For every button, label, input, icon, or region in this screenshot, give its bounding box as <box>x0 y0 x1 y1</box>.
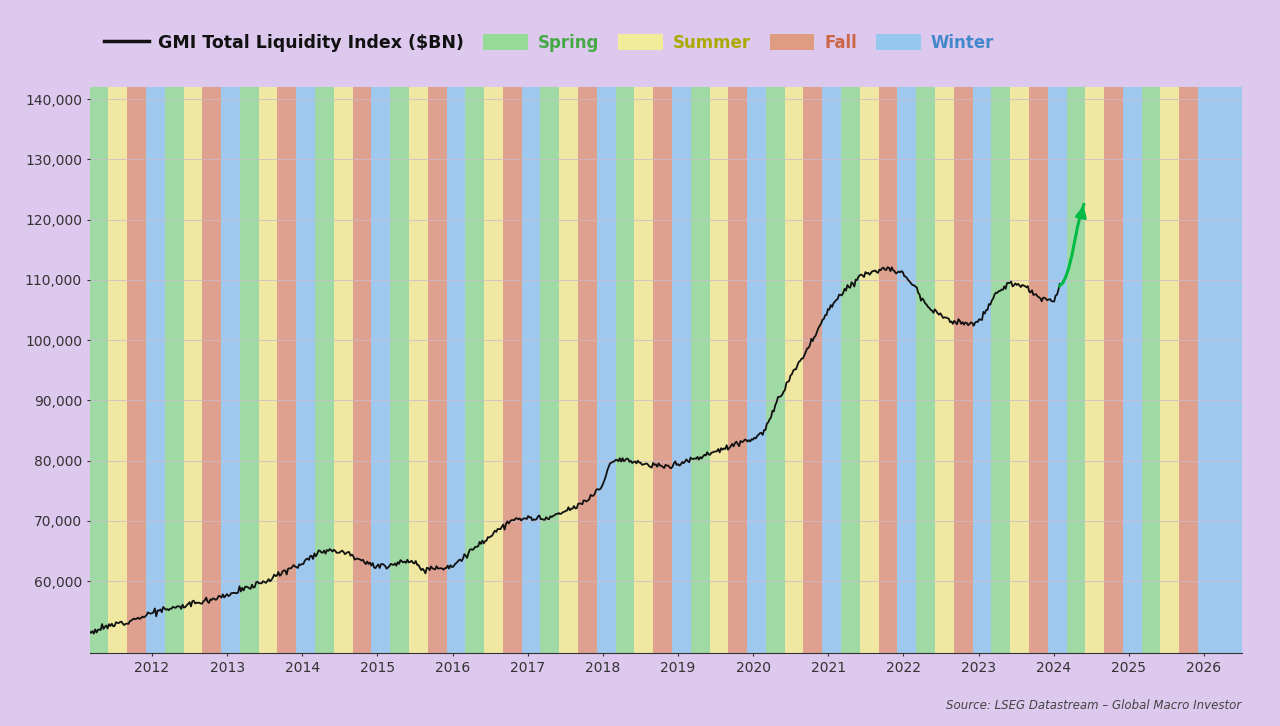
Bar <box>127 87 146 653</box>
Bar <box>748 87 765 653</box>
Bar <box>278 87 296 653</box>
Bar <box>1198 87 1242 653</box>
Bar <box>540 87 559 653</box>
Bar <box>804 87 822 653</box>
Bar <box>616 87 635 653</box>
Bar <box>559 87 579 653</box>
Bar <box>503 87 522 653</box>
Bar <box>296 87 315 653</box>
Bar <box>916 87 934 653</box>
Bar <box>1048 87 1066 653</box>
Bar <box>1142 87 1161 653</box>
Bar <box>822 87 841 653</box>
Bar <box>146 87 165 653</box>
Bar <box>691 87 709 653</box>
Bar <box>728 87 748 653</box>
Bar <box>860 87 878 653</box>
Bar <box>90 87 109 653</box>
Bar <box>390 87 410 653</box>
Bar <box>334 87 352 653</box>
Bar <box>1010 87 1029 653</box>
Text: Source: LSEG Datastream – Global Macro Investor: Source: LSEG Datastream – Global Macro I… <box>946 698 1242 711</box>
Bar <box>1029 87 1048 653</box>
Bar <box>992 87 1010 653</box>
Bar <box>954 87 973 653</box>
Bar <box>239 87 259 653</box>
Bar <box>672 87 691 653</box>
Legend: GMI Total Liquidity Index ($BN), Spring, Summer, Fall, Winter: GMI Total Liquidity Index ($BN), Spring,… <box>97 27 1000 58</box>
Bar <box>709 87 728 653</box>
Bar <box>352 87 371 653</box>
Bar <box>653 87 672 653</box>
Bar <box>1179 87 1198 653</box>
Bar <box>202 87 221 653</box>
Bar <box>579 87 596 653</box>
Bar <box>973 87 992 653</box>
Bar <box>1085 87 1105 653</box>
Bar <box>371 87 390 653</box>
Bar <box>897 87 916 653</box>
Bar <box>484 87 503 653</box>
Bar <box>785 87 804 653</box>
Bar <box>878 87 897 653</box>
Bar <box>1066 87 1085 653</box>
Bar <box>934 87 954 653</box>
Bar <box>1105 87 1123 653</box>
Bar <box>841 87 860 653</box>
Bar <box>183 87 202 653</box>
Bar <box>522 87 540 653</box>
Bar <box>221 87 239 653</box>
Bar <box>428 87 447 653</box>
Bar <box>259 87 278 653</box>
Bar <box>447 87 466 653</box>
Bar <box>109 87 127 653</box>
Bar <box>596 87 616 653</box>
Bar <box>466 87 484 653</box>
Bar <box>1161 87 1179 653</box>
Bar <box>410 87 428 653</box>
Bar <box>1123 87 1142 653</box>
Bar <box>315 87 334 653</box>
Bar <box>635 87 653 653</box>
Bar <box>765 87 785 653</box>
Bar <box>165 87 183 653</box>
